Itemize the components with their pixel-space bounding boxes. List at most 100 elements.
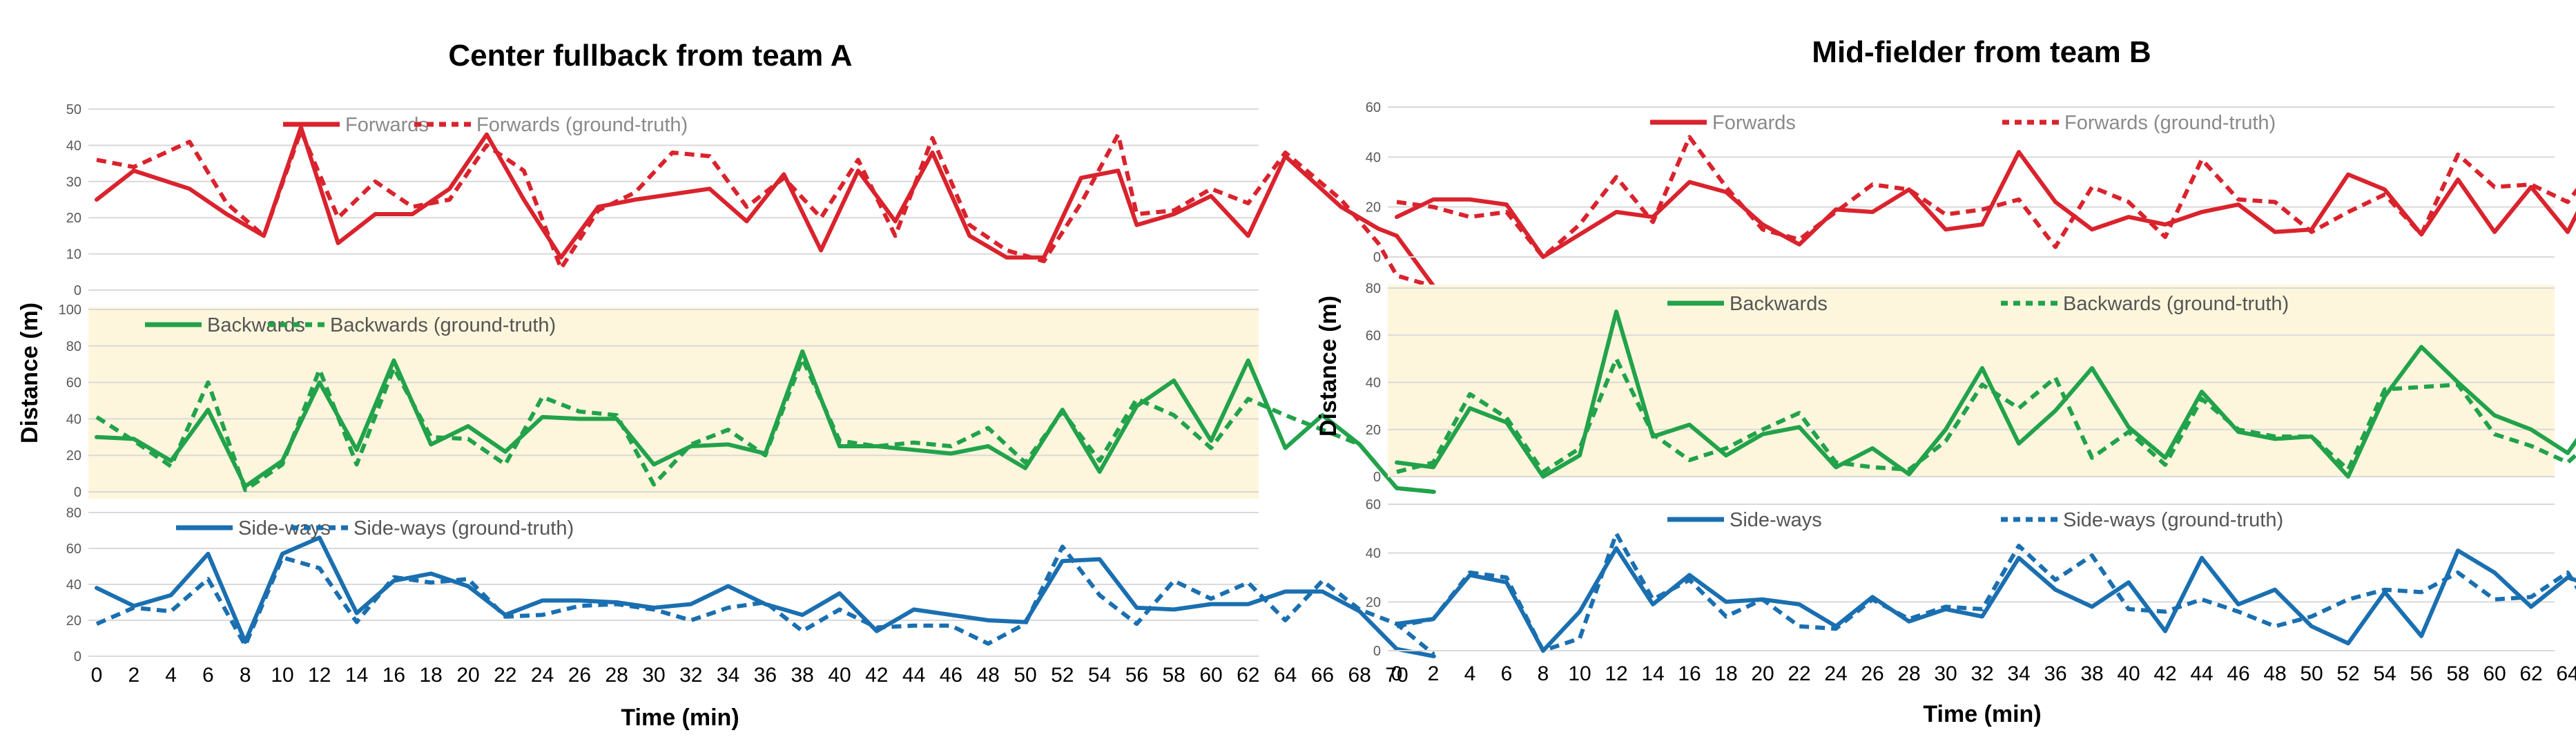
- legend-label: Backwards (ground-truth): [2063, 293, 2289, 315]
- legend-entry: Side-ways: [1667, 509, 1822, 531]
- x-tick-label: 4: [165, 664, 177, 687]
- x-tick-label: 38: [2080, 662, 2103, 685]
- x-tick-label: 38: [791, 664, 814, 687]
- x-tick-label: 26: [1861, 662, 1883, 685]
- x-tick-label: 4: [1464, 662, 1476, 685]
- x-tick-label: 46: [2227, 662, 2249, 685]
- x-tick-label: 50: [2300, 662, 2323, 685]
- y-tick-label: 60: [66, 376, 81, 391]
- x-tick-label: 44: [2190, 662, 2213, 685]
- x-tick-label: 16: [382, 664, 405, 687]
- x-tick-label: 0: [1391, 662, 1403, 685]
- x-tick-label: 66: [1311, 664, 1334, 687]
- x-tick-label: 10: [271, 664, 293, 687]
- legend-label: Backwards: [1730, 293, 1828, 315]
- series-line-ground-truth: [95, 544, 1435, 656]
- x-tick-label: 2: [128, 664, 139, 687]
- x-tick-label: 26: [568, 664, 591, 687]
- y-tick-label: 80: [1366, 281, 1381, 296]
- y-tick-label: 60: [1366, 497, 1381, 513]
- y-tick-label: 60: [66, 542, 81, 557]
- x-tick-label: 32: [1970, 662, 1993, 685]
- y-tick-label: 100: [59, 303, 81, 318]
- x-tick-label: 12: [308, 664, 331, 687]
- x-tick-label: 52: [1051, 664, 1074, 687]
- x-tick-label: 56: [2410, 662, 2432, 685]
- y-axis-title: Distance (m): [17, 303, 43, 443]
- x-tick-label: 32: [679, 664, 702, 687]
- x-tick-label: 62: [2519, 662, 2542, 685]
- x-tick-label: 6: [1501, 662, 1513, 685]
- y-tick-label: 0: [74, 283, 81, 298]
- x-tick-label: 48: [2263, 662, 2286, 685]
- panel-forwards: 0 20 40 60 Forwards Forwards (ground-truth): [1366, 100, 2576, 265]
- legend-label: Forwards: [1712, 112, 1796, 134]
- x-tick-label: 12: [1605, 662, 1627, 685]
- x-tick-label: 64: [1274, 664, 1297, 687]
- x-tick-label: 14: [1641, 662, 1664, 685]
- legend-entry: Backwards (ground-truth): [268, 314, 556, 336]
- x-tick-label: 54: [2373, 662, 2396, 685]
- x-tick-label: 58: [2446, 662, 2469, 685]
- y-tick-label: 0: [1373, 250, 1381, 265]
- x-tick-label: 70: [1385, 664, 1408, 687]
- y-tick-label: 40: [1366, 546, 1381, 562]
- legend-label: Side-ways: [1730, 509, 1822, 531]
- chart-title: Mid-fielder from team B: [1812, 35, 2151, 69]
- panel-sideways: 0 20 40 60 80 Side-ways Side-ways (ground-trut…: [66, 506, 1436, 664]
- chart-title: Center fullback from team A: [448, 39, 852, 73]
- series-line-estimate: [95, 125, 1436, 289]
- y-tick-label: 60: [1366, 100, 1381, 115]
- x-tick-label: 24: [531, 664, 554, 687]
- x-tick-label: 60: [1199, 664, 1222, 687]
- legend-label: Side-ways (ground-truth): [354, 517, 574, 539]
- panel-sideways: 0 20 40 60 Side-ways Side-ways (ground-truth): [1366, 497, 2576, 659]
- x-tick-label: 10: [1568, 662, 1591, 685]
- y-tick-label: 0: [1373, 644, 1381, 659]
- y-tick-label: 20: [66, 448, 81, 463]
- x-tick-label: 8: [1538, 662, 1549, 685]
- x-tick-label: 34: [717, 664, 739, 687]
- x-axis-title: Time (min): [1923, 701, 2041, 727]
- x-tick-label: 16: [1678, 662, 1701, 685]
- x-tick-label: 48: [977, 664, 1000, 687]
- x-tick-label: 42: [2153, 662, 2176, 685]
- chart-panels: 0 10 20 30 40 50 Forwards Forwards (ground-trut…: [59, 102, 1436, 664]
- legend-label: Side-ways: [238, 517, 331, 539]
- legend-label: Backwards (ground-truth): [330, 314, 556, 336]
- x-tick-label: 68: [1348, 664, 1371, 687]
- legend-label: Forwards (ground-truth): [476, 114, 688, 136]
- legend-entry: Backwards: [1667, 293, 1828, 315]
- legend-label: Backwards: [207, 314, 305, 336]
- legend-entry: Side-ways (ground-truth): [2001, 509, 2283, 531]
- x-tick-label: 6: [202, 664, 214, 687]
- x-tick-label: 42: [865, 664, 888, 687]
- x-tick-label: 18: [420, 664, 443, 687]
- series-line-ground-truth: [96, 128, 1435, 289]
- x-tick-label: 22: [1788, 662, 1810, 685]
- x-tick-label: 2: [1428, 662, 1440, 685]
- panel-backwards: 0 20 40 60 80 Backwards Backwards (ground-trut…: [1366, 281, 2576, 485]
- y-tick-label: 80: [66, 506, 81, 521]
- x-tick-label: 40: [828, 664, 851, 687]
- y-tick-label: 40: [66, 412, 81, 427]
- chart-right: Mid-fielder from team B Distance (m) Tim…: [1315, 35, 2576, 727]
- x-tick-labels: 0 2 4 6 8 10 12 14 16 18 20 22 24 26 28 30 32 34 36 38 40 42 4…: [1391, 662, 2576, 685]
- panel-backwards: 0 20 40 60 80 100 Backwards Backwards (ground-t…: [59, 303, 1436, 500]
- x-tick-label: 30: [1934, 662, 1957, 685]
- y-tick-label: 40: [1366, 376, 1381, 391]
- y-tick-label: 20: [66, 211, 81, 226]
- y-tick-label: 0: [74, 485, 81, 500]
- legend-entry: Forwards: [283, 114, 429, 136]
- y-tick-label: 20: [1366, 423, 1381, 438]
- x-tick-label: 20: [1751, 662, 1774, 685]
- y-tick-label: 0: [74, 649, 81, 664]
- x-tick-label: 24: [1824, 662, 1847, 685]
- chart-panels: 0 20 40 60 Forwards Forwards (ground-truth) 0 2…: [1366, 100, 2576, 659]
- series-line-estimate: [1395, 150, 2576, 259]
- legend-entry: Side-ways (ground-truth): [291, 517, 574, 539]
- x-tick-label: 20: [456, 664, 479, 687]
- y-tick-label: 80: [66, 339, 81, 354]
- x-tick-label: 36: [754, 664, 777, 687]
